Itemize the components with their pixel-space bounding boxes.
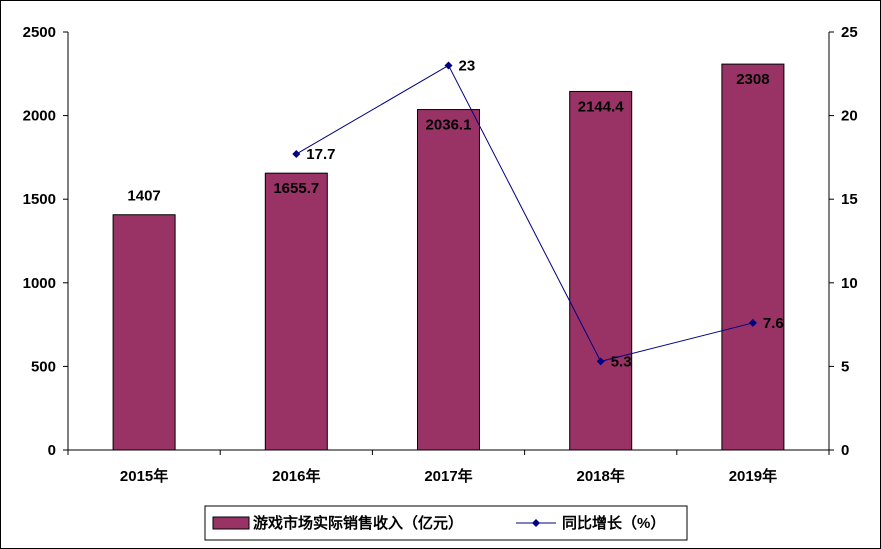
- bar-data-label: 2144.4: [578, 98, 625, 115]
- y-left-tick-label: 2500: [23, 24, 56, 41]
- bar: [264, 172, 328, 451]
- axes: 0 500 1000 1500 2000 2500 0 5 10 15 20 25 2015年 2016年…: [23, 24, 858, 485]
- legend-bar-swatch: [212, 516, 250, 530]
- line-data-label: 5.3: [611, 353, 632, 370]
- y-left-tick-label: 1000: [23, 275, 56, 292]
- growth-line: [292, 61, 757, 366]
- x-tick-label: 2017年: [424, 467, 472, 485]
- y-left-tick-label: 500: [31, 358, 56, 375]
- bar-data-label: 1655.7: [273, 180, 319, 197]
- legend-box: [204, 505, 688, 541]
- y-left-tick-label: 1500: [23, 191, 56, 208]
- y-left-tick-label: 0: [48, 442, 56, 459]
- legend-line-marker: [532, 519, 540, 527]
- y-right-tick-label: 10: [841, 275, 858, 292]
- legend: 游戏市场实际销售收入（亿元） 同比增长（%）: [204, 505, 688, 541]
- line-data-label: 17.7: [306, 146, 335, 163]
- data-labels: 1407 1655.7 2036.1 2144.4 2308 17.7 23 5.3 7.6: [127, 57, 783, 370]
- y-left-tick-label: 2000: [23, 108, 56, 125]
- line-data-label: 23: [459, 57, 476, 74]
- x-tick-label: 2019年: [729, 467, 777, 485]
- legend-bar-label: 游戏市场实际销售收入（亿元）: [253, 514, 463, 532]
- bar: [721, 63, 785, 451]
- bar-data-label: 1407: [127, 188, 160, 205]
- y-right-tick-label: 15: [841, 191, 858, 208]
- y-right-tick-label: 0: [841, 442, 849, 459]
- legend-line-label: 同比增长（%）: [562, 514, 665, 532]
- x-tick-label: 2016年: [272, 467, 320, 485]
- bar: [417, 109, 480, 451]
- bars: [112, 63, 785, 451]
- y-right-tick-label: 20: [841, 108, 858, 125]
- x-tick-label: 2018年: [577, 467, 625, 485]
- growth-line-point: [292, 150, 301, 159]
- growth-line-point: [748, 318, 757, 327]
- bar-data-label: 2036.1: [426, 117, 472, 134]
- y-right-tick-label: 25: [841, 24, 858, 41]
- bar: [112, 214, 176, 451]
- x-tick-label: 2015年: [120, 467, 168, 485]
- growth-line-path: [296, 64, 754, 362]
- growth-line-point: [596, 357, 605, 366]
- growth-line-point: [444, 61, 453, 70]
- bar: [569, 90, 633, 451]
- bar-data-label: 2308: [736, 71, 769, 88]
- y-right-tick-label: 5: [841, 358, 849, 375]
- line-data-label: 7.6: [763, 315, 784, 332]
